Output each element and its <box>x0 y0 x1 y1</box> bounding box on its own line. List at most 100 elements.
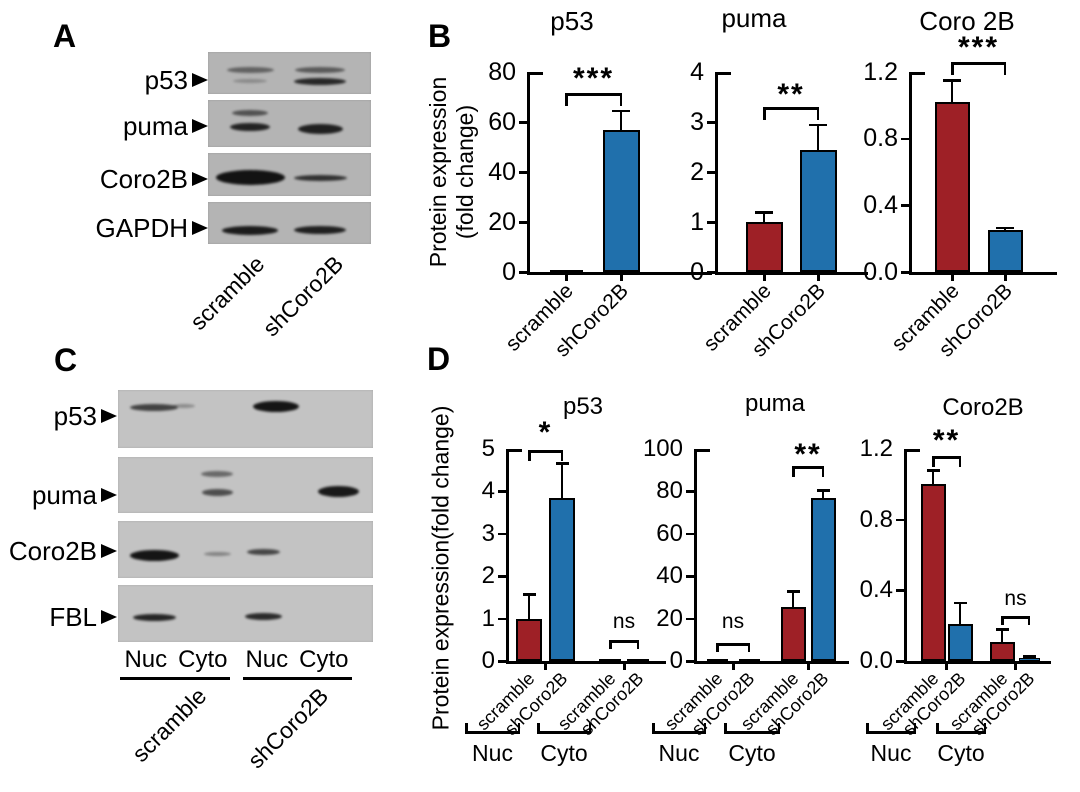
y-tick <box>498 532 506 536</box>
y-axis-top-cap <box>904 449 920 452</box>
significance-label: ns <box>1004 587 1027 610</box>
error-bar-cap <box>755 211 773 214</box>
group-bracket <box>652 731 706 734</box>
bar-scramble <box>920 484 946 661</box>
y-tick-label: 40 <box>488 157 516 186</box>
significance-bracket-tick <box>565 93 568 106</box>
significance-bracket-tick <box>1027 616 1030 625</box>
significance-bracket <box>763 107 819 110</box>
x-axis-line <box>909 272 1057 275</box>
group-bracket-tick <box>537 723 540 731</box>
significance-bracket-tick <box>816 107 819 120</box>
blot-c-row-coro2b: Coro2B <box>0 535 117 567</box>
blot-band <box>232 110 268 116</box>
group-bracket-tick <box>983 723 986 731</box>
bar-shcoro2b <box>549 498 575 661</box>
error-bar-line <box>561 463 563 499</box>
x-tick <box>1014 664 1017 670</box>
group-bracket-tick <box>913 723 916 731</box>
lane-group-underline <box>120 677 230 680</box>
bar-scramble <box>745 222 783 272</box>
error-bar-line <box>959 602 961 624</box>
blot-strip <box>118 457 373 513</box>
y-tick <box>896 518 904 522</box>
significance-label: ** <box>794 438 822 471</box>
y-tick <box>901 137 909 141</box>
error-bar-cap <box>786 590 800 593</box>
y-tick-label: 0 <box>481 647 495 674</box>
y-axis-line <box>506 449 509 664</box>
group-bracket <box>936 731 986 734</box>
blot-band <box>244 612 282 620</box>
blot-strip <box>118 390 373 448</box>
y-tick-label: 4 <box>690 57 704 86</box>
group-bracket-tick <box>652 723 655 731</box>
blot-c-row-puma: puma <box>0 479 117 511</box>
x-tick <box>817 275 820 281</box>
blot-band <box>246 549 280 555</box>
group-label-cyto: Cyto <box>540 740 588 766</box>
significance-label: *** <box>572 62 615 95</box>
y-tick-label: 20 <box>656 604 683 632</box>
significance-bracket-tick <box>619 93 622 106</box>
bar-shcoro2b <box>1018 658 1040 661</box>
significance-bracket <box>792 466 824 469</box>
blot-band <box>293 175 347 181</box>
significance-bracket-tick <box>1001 616 1004 625</box>
significance-bracket-tick <box>528 450 531 461</box>
chart-title-d-coro2b: Coro2B <box>942 394 1024 421</box>
x-tick <box>732 664 735 670</box>
panel-a-label: A <box>53 18 77 54</box>
y-tick-label: 1.2 <box>859 435 893 462</box>
blot-a-row-gapdh: GAPDH <box>40 212 208 244</box>
y-tick-label: 4 <box>481 477 495 505</box>
x-tick <box>763 275 766 281</box>
blot-row-label: puma <box>122 111 188 141</box>
x-axis-line <box>715 272 868 275</box>
y-axis-top-cap <box>527 72 543 75</box>
blot-band <box>317 485 359 497</box>
arrow-right-icon <box>192 172 208 186</box>
blot-band <box>201 488 233 496</box>
y-tick-label: 1.2 <box>863 57 898 86</box>
bar-shcoro2b <box>987 230 1023 272</box>
x-tick <box>1004 275 1007 281</box>
blot-band <box>294 226 346 234</box>
blot-strip <box>208 202 371 244</box>
x-tick <box>565 275 568 281</box>
bar-scramble <box>706 659 728 662</box>
error-bar-cap <box>943 79 961 82</box>
significance-bracket <box>932 456 961 459</box>
blot-band <box>294 77 346 85</box>
panel-b-label: B <box>428 18 452 54</box>
y-tick-label: 0.8 <box>863 124 898 153</box>
blot-band <box>203 552 231 556</box>
error-bar-cap <box>809 123 827 126</box>
error-bar-cap <box>995 628 1009 631</box>
bar-shcoro2b <box>602 129 640 272</box>
group-bracket <box>866 731 916 734</box>
group-bracket-tick <box>936 723 939 731</box>
chart-title-d-p53: p53 <box>562 393 604 420</box>
group-bracket-tick <box>866 723 869 731</box>
x-tick <box>945 664 948 670</box>
error-bar-line <box>817 124 819 150</box>
y-axis-top-cap <box>694 449 710 452</box>
y-tick <box>519 121 527 124</box>
fraction-header-scramble: Nuc Cyto <box>124 646 228 673</box>
significance-label: ns <box>721 610 745 633</box>
x-tick <box>544 664 547 670</box>
arrow-right-icon <box>101 544 117 558</box>
bar-scramble <box>549 269 583 272</box>
bar-scramble <box>780 606 806 661</box>
group-bracket-tick <box>588 723 591 731</box>
blot-band <box>201 471 233 477</box>
y-tick <box>686 617 694 621</box>
error-bar-cap <box>1022 655 1036 658</box>
blot-row-label: Coro2B <box>8 536 97 566</box>
y-tick-label: 0.0 <box>859 647 893 674</box>
